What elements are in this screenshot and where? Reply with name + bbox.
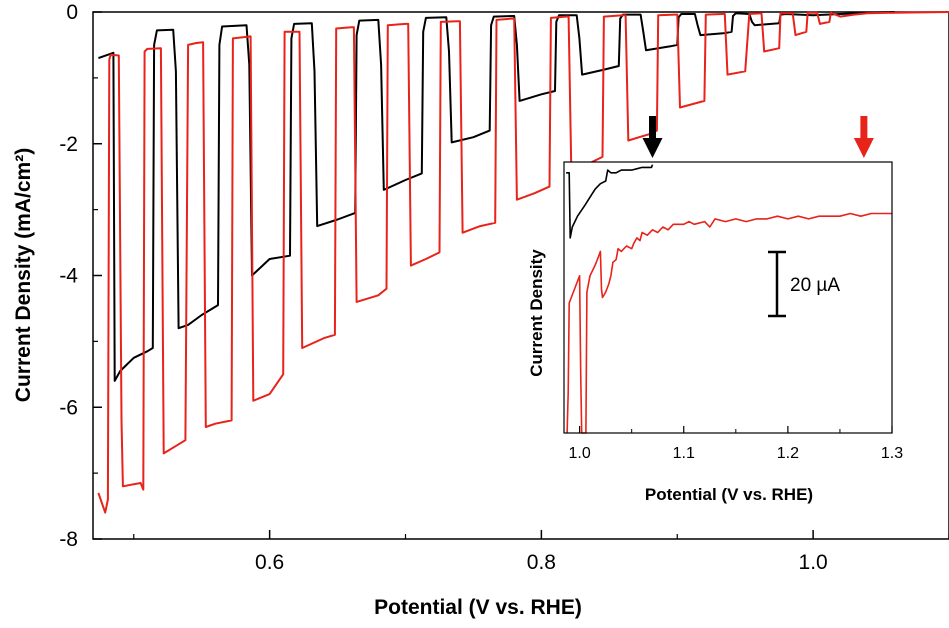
inset-axis-ticks: 1.0 1.1 1.2 1.3 (568, 426, 903, 462)
main-x-tick-label: 1.0 (799, 551, 828, 574)
inset-series-line-0 (566, 164, 654, 239)
main-x-axis-title: Potential (V vs. RHE) (374, 596, 582, 619)
inset-y-axis-title: Current Density (527, 249, 546, 377)
main-y-axis-title: Current Density (mA/cm²) (12, 148, 35, 402)
scale-bar-label: 20 µA (790, 275, 840, 296)
main-y-tick-label: 0 (66, 1, 78, 24)
main-y-tick-label: -2 (59, 133, 78, 156)
inset-x-axis-title: Potential (V vs. RHE) (645, 485, 813, 504)
inset-x-tick-label: 1.2 (777, 445, 799, 462)
inset-arrows (642, 116, 874, 158)
inset-arrow-head-0 (642, 138, 663, 158)
main-x-tick-label: 0.8 (527, 551, 556, 574)
inset-x-tick-label: 1.1 (673, 445, 695, 462)
inset-plot-frame (563, 161, 893, 434)
inset-background (564, 162, 942, 436)
main-axis-ticks: 0.6 0.8 1.0 0 -2 -4 -6 -8 (59, 1, 949, 574)
main-x-tick-label: 0.6 (255, 551, 284, 574)
inset-arrow-shaft-1 (860, 116, 868, 140)
main-series-line-0 (98, 11, 895, 382)
inset-series-line-1 (566, 212, 892, 434)
inset-series-group (566, 164, 892, 434)
main-y-tick-label: -6 (59, 396, 78, 419)
inset-x-tick-label: 1.3 (881, 445, 903, 462)
inset-scale-bar: 20 µA (768, 250, 840, 318)
inset-x-tick-label: 1.0 (568, 445, 590, 462)
main-series-line-1 (97, 11, 949, 514)
main-y-tick-label: -4 (59, 265, 78, 288)
inset-arrow-head-1 (853, 138, 874, 158)
main-y-tick-label: -8 (59, 528, 78, 551)
main-series-group (97, 11, 949, 514)
inset-arrow-shaft-0 (649, 116, 657, 140)
